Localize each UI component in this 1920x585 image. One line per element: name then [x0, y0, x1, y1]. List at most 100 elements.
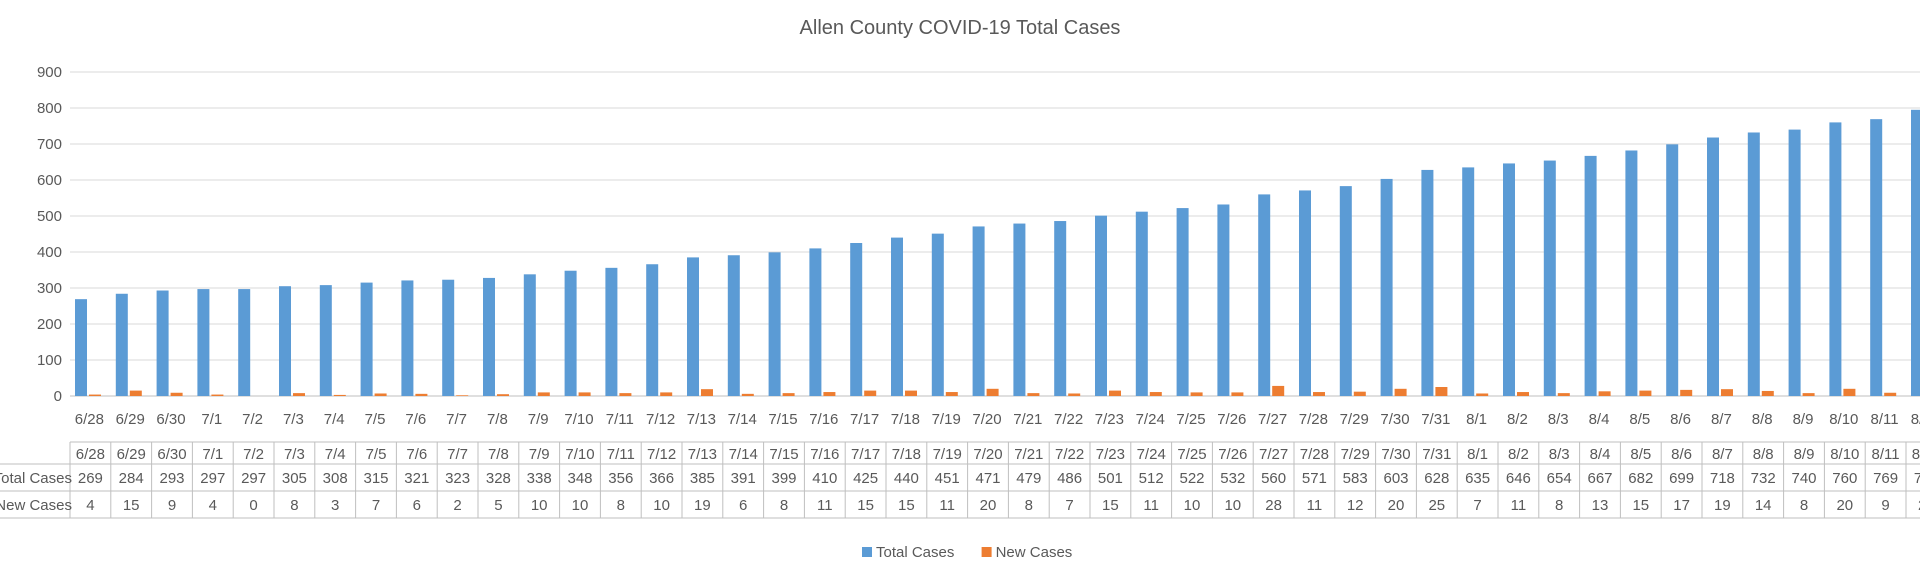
table-cell: 348 — [567, 470, 592, 487]
table-header-cell: 6/28 — [76, 446, 105, 463]
table-cell: 356 — [608, 470, 633, 487]
table-cell: 486 — [1057, 470, 1082, 487]
bar-new-cases — [1231, 392, 1244, 396]
table-cell: 10 — [572, 497, 589, 514]
x-tick-label: 7/11 — [606, 411, 634, 428]
table-cell: 8 — [780, 497, 788, 514]
table-header-cell: 7/17 — [851, 446, 880, 463]
table-cell: 628 — [1424, 470, 1449, 487]
bar-total-cases — [809, 248, 822, 396]
bar-new-cases — [1435, 387, 1448, 396]
table-cell: 512 — [1139, 470, 1164, 487]
table-header-cell: 7/22 — [1055, 446, 1084, 463]
y-tick-label: 200 — [37, 316, 62, 333]
x-tick-label: 7/31 — [1421, 411, 1450, 428]
table-cell: 699 — [1669, 470, 1694, 487]
table-header-cell: 7/5 — [366, 446, 387, 463]
table-cell: 425 — [853, 470, 878, 487]
x-tick-label: 7/27 — [1258, 411, 1287, 428]
legend-label: New Cases — [996, 544, 1073, 561]
x-tick-label: 7/18 — [891, 411, 920, 428]
bar-total-cases — [1013, 223, 1026, 396]
table-header-cell: 8/1 — [1467, 446, 1488, 463]
table-header-cell: 7/21 — [1014, 446, 1043, 463]
y-tick-label: 700 — [37, 136, 62, 153]
table-cell: 7 — [372, 497, 380, 514]
x-tick-label: 7/10 — [564, 411, 593, 428]
bar-total-cases — [564, 270, 577, 396]
table-cell: 471 — [975, 470, 1000, 487]
bar-total-cases — [1543, 160, 1556, 396]
table-cell: 15 — [898, 497, 915, 514]
table-header-cell: 8/9 — [1794, 446, 1815, 463]
bar-new-cases — [619, 393, 632, 396]
table-cell: 501 — [1098, 470, 1123, 487]
bar-total-cases — [197, 289, 210, 396]
table-cell: 10 — [1224, 497, 1241, 514]
table-header-cell: 7/19 — [933, 446, 962, 463]
table-header-cell: 7/11 — [607, 446, 635, 463]
bar-total-cases — [972, 226, 985, 396]
x-tick-label: 7/23 — [1095, 411, 1124, 428]
bar-total-cases — [727, 255, 740, 396]
bar-total-cases — [1462, 167, 1475, 396]
bar-new-cases — [456, 395, 469, 396]
x-tick-label: 7/26 — [1217, 411, 1246, 428]
chart-title: Allen County COVID-19 Total Cases — [800, 17, 1121, 39]
bar-total-cases — [1747, 132, 1760, 397]
y-tick-label: 0 — [54, 388, 62, 405]
table-cell: 795 — [1914, 470, 1920, 487]
x-tick-label: 7/28 — [1299, 411, 1328, 428]
legend-swatch — [981, 547, 992, 557]
legend-swatch — [862, 547, 872, 557]
bar-total-cases — [279, 286, 291, 396]
table-header-cell: 7/1 — [202, 446, 223, 463]
table-cell: 9 — [1881, 497, 1889, 514]
table-cell: 440 — [894, 470, 919, 487]
bar-new-cases — [1843, 388, 1856, 396]
bar-total-cases — [1380, 178, 1393, 396]
bar-new-cases — [741, 393, 754, 396]
table-cell: 15 — [123, 497, 140, 514]
table-cell: 20 — [980, 497, 997, 514]
x-tick-label: 7/25 — [1176, 411, 1205, 428]
table-cell: 297 — [241, 470, 266, 487]
bar-new-cases — [211, 394, 224, 396]
bar-new-cases — [1190, 392, 1203, 396]
x-tick-label: 7/3 — [283, 411, 304, 428]
bar-new-cases — [89, 394, 101, 396]
bar-total-cases — [1870, 119, 1883, 396]
table-cell: 399 — [771, 470, 796, 487]
bar-total-cases — [891, 237, 903, 396]
bar-new-cases — [1680, 389, 1693, 396]
table-cell: 15 — [1632, 497, 1649, 514]
table-cell: 17 — [1673, 497, 1690, 514]
table-row-label: Total Cases — [0, 470, 72, 487]
table-header-cell: 7/13 — [688, 446, 717, 463]
x-tick-label: 7/19 — [932, 411, 961, 428]
table-header-cell: 8/4 — [1590, 446, 1611, 463]
x-tick-label: 7/4 — [324, 411, 345, 428]
x-tick-label: 6/28 — [75, 411, 104, 428]
table-header-cell: 8/12 — [1912, 446, 1920, 463]
y-tick-label: 500 — [37, 208, 62, 225]
x-tick-label: 7/1 — [201, 411, 222, 428]
table-header-cell: 7/24 — [1137, 446, 1166, 463]
table-header-cell: 7/14 — [729, 446, 758, 463]
table-cell: 293 — [159, 470, 184, 487]
table-cell: 10 — [531, 497, 548, 514]
table-header-cell: 8/5 — [1630, 446, 1651, 463]
y-tick-label: 900 — [37, 64, 62, 81]
table-cell: 321 — [404, 470, 429, 487]
table-header-cell: 7/7 — [447, 446, 468, 463]
table-cell: 19 — [1714, 497, 1731, 514]
table-cell: 571 — [1302, 470, 1327, 487]
bar-total-cases — [1829, 122, 1842, 397]
x-tick-label: 8/1 — [1466, 411, 1487, 428]
bar-total-cases — [442, 279, 455, 396]
bar-new-cases — [1109, 390, 1121, 396]
table-cell: 13 — [1592, 497, 1609, 514]
bar-new-cases — [864, 390, 877, 396]
table-header-cell: 7/10 — [565, 446, 594, 463]
